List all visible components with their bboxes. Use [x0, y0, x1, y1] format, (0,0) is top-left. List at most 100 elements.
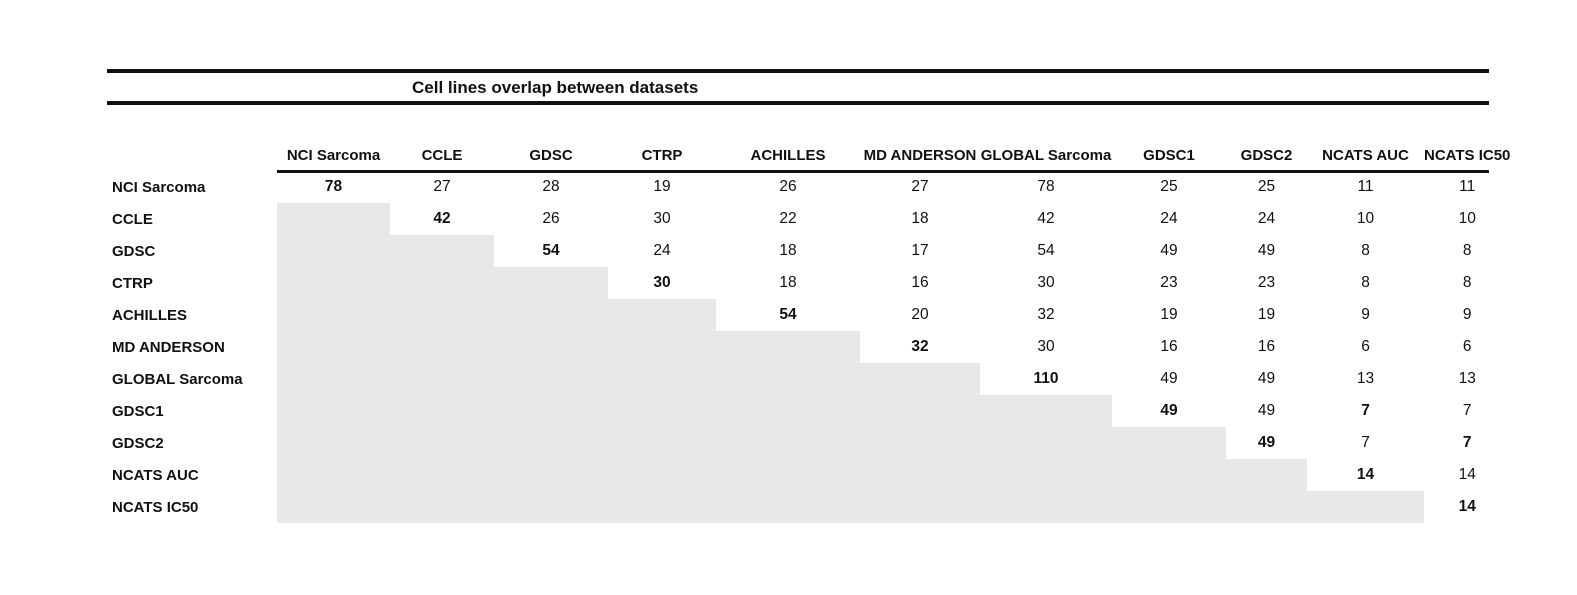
shaded-empty-cell	[494, 299, 608, 331]
shaded-empty-cell	[1112, 427, 1226, 459]
table-row: MD ANDERSON 32 30 16 16 6 6	[107, 331, 1510, 363]
value-cell: 8	[1462, 274, 1472, 291]
table-row: GLOBAL Sarcoma 110 49 49 13 13	[107, 363, 1510, 395]
value-cell: 27	[433, 178, 451, 195]
value-cell: 14	[1356, 466, 1375, 483]
column-header: ACHILLES	[750, 146, 826, 164]
title-top-rule	[107, 69, 1489, 73]
value-cell: 8	[1361, 274, 1370, 291]
shaded-empty-cell	[277, 395, 390, 427]
value-cell: 30	[653, 274, 671, 291]
value-cell: 20	[911, 306, 929, 323]
value-cell: 23	[1257, 274, 1276, 291]
shaded-empty-cell	[716, 427, 860, 459]
column-header: GDSC	[529, 146, 573, 164]
shaded-empty-cell	[277, 427, 390, 459]
column-header: NCATS IC50	[1424, 146, 1511, 164]
shaded-empty-cell	[390, 459, 494, 491]
row-label: CTRP	[112, 274, 153, 292]
value-cell: 27	[911, 178, 929, 195]
shaded-empty-cell	[494, 491, 608, 523]
value-cell: 14	[1458, 498, 1476, 515]
table-row: GDSC 54 24 18 17 54 49 49 8 8	[107, 235, 1510, 267]
value-cell: 16	[1160, 338, 1178, 355]
value-cell: 6	[1462, 338, 1472, 355]
table-row: CTRP 30 18 16 30 23 23 8 8	[107, 267, 1510, 299]
row-label: GLOBAL Sarcoma	[112, 370, 243, 388]
shaded-empty-cell	[390, 267, 494, 299]
value-cell: 19	[653, 178, 671, 195]
row-label: NCI Sarcoma	[112, 178, 206, 196]
shaded-empty-cell	[1307, 491, 1424, 523]
row-label: CCLE	[112, 210, 153, 228]
value-cell: 8	[1361, 242, 1370, 259]
value-cell: 7	[1462, 402, 1472, 419]
value-cell: 7	[1361, 402, 1370, 419]
value-cell: 32	[1037, 306, 1055, 323]
value-cell: 16	[911, 274, 929, 291]
shaded-empty-cell	[390, 491, 494, 523]
shaded-empty-cell	[980, 427, 1112, 459]
value-cell: 23	[1160, 274, 1178, 291]
shaded-empty-cell	[277, 331, 390, 363]
shaded-empty-cell	[860, 491, 980, 523]
value-cell: 10	[1458, 210, 1476, 227]
shaded-empty-cell	[608, 363, 716, 395]
value-cell: 42	[1037, 210, 1055, 227]
value-cell: 6	[1361, 338, 1370, 355]
value-cell: 22	[779, 210, 797, 227]
shaded-empty-cell	[716, 395, 860, 427]
value-cell: 54	[779, 306, 797, 323]
shaded-empty-cell	[1112, 459, 1226, 491]
shaded-empty-cell	[494, 395, 608, 427]
shaded-empty-cell	[277, 363, 390, 395]
value-cell: 11	[1459, 178, 1476, 195]
shaded-empty-cell	[860, 395, 980, 427]
column-header: GLOBAL Sarcoma	[980, 146, 1112, 164]
column-header: CTRP	[641, 146, 683, 164]
shaded-empty-cell	[390, 299, 494, 331]
shaded-empty-cell	[277, 203, 390, 235]
value-cell: 32	[911, 338, 929, 355]
row-label: GDSC	[112, 242, 156, 260]
shaded-empty-cell	[608, 459, 716, 491]
column-header: CCLE	[421, 146, 463, 164]
row-label: NCATS IC50	[112, 498, 199, 516]
shaded-empty-cell	[277, 299, 390, 331]
shaded-empty-cell	[390, 235, 494, 267]
value-cell: 7	[1462, 434, 1472, 451]
value-cell: 26	[779, 178, 797, 195]
shaded-empty-cell	[860, 427, 980, 459]
column-header: GDSC1	[1143, 146, 1195, 164]
shaded-empty-cell	[494, 267, 608, 299]
value-cell: 8	[1462, 242, 1472, 259]
value-cell: 49	[1160, 402, 1178, 419]
value-cell: 16	[1257, 338, 1276, 355]
value-cell: 17	[911, 242, 929, 259]
value-cell: 28	[542, 178, 560, 195]
value-cell: 18	[779, 274, 797, 291]
shaded-empty-cell	[277, 235, 390, 267]
shaded-empty-cell	[608, 491, 716, 523]
row-label: ACHILLES	[112, 306, 187, 324]
row-label: GDSC1	[112, 402, 164, 420]
shaded-empty-cell	[277, 491, 390, 523]
value-cell: 9	[1462, 306, 1472, 323]
value-cell: 26	[542, 210, 560, 227]
shaded-empty-cell	[716, 459, 860, 491]
shaded-empty-cell	[716, 363, 860, 395]
shaded-empty-cell	[716, 331, 860, 363]
value-cell: 18	[911, 210, 929, 227]
shaded-empty-cell	[980, 491, 1112, 523]
shaded-empty-cell	[390, 331, 494, 363]
value-cell: 42	[433, 210, 451, 227]
value-cell: 18	[779, 242, 797, 259]
column-header: NCI Sarcoma	[286, 146, 381, 164]
value-cell: 30	[1037, 338, 1055, 355]
value-cell: 11	[1357, 178, 1374, 195]
value-cell: 13	[1356, 370, 1375, 387]
value-cell: 78	[324, 178, 343, 195]
value-cell: 110	[1033, 370, 1059, 387]
value-cell: 24	[1257, 210, 1276, 227]
